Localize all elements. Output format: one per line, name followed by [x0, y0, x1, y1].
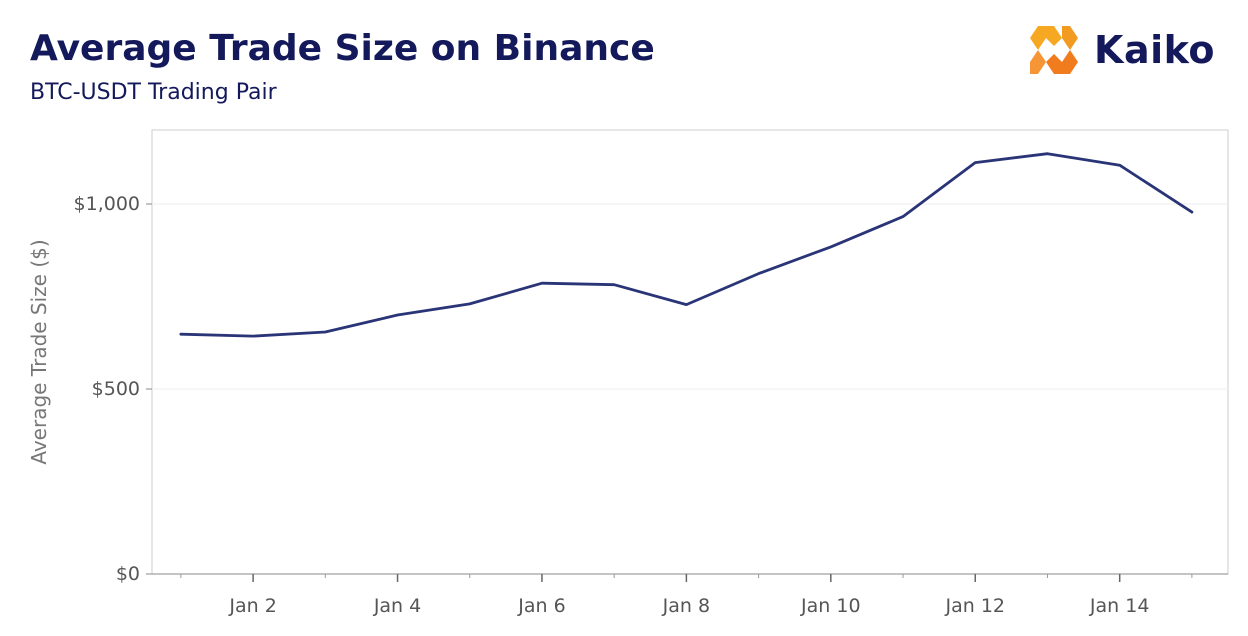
x-tick-label: Jan 4: [373, 595, 421, 617]
kaiko-logo: Kaiko: [1024, 20, 1234, 80]
data-point: [829, 245, 833, 249]
x-tick-label: Jan 8: [662, 595, 710, 617]
data-point: [1118, 163, 1121, 167]
series: [179, 152, 1194, 338]
data-point: [396, 313, 399, 317]
y-axis-title: Average Trade Size ($): [27, 239, 51, 464]
data-point: [757, 272, 760, 275]
x-tick-label: Jan 2: [228, 595, 276, 617]
x-tick-label: Jan 14: [1089, 595, 1150, 617]
data-point: [1046, 152, 1049, 155]
x-tick-label: Jan 10: [800, 595, 861, 617]
y-tick-label: $1,000: [74, 193, 140, 215]
x-tick-label: Jan 6: [517, 595, 565, 617]
chart-title: Average Trade Size on Binance: [30, 28, 655, 69]
chart-subtitle: BTC-USDT Trading Pair: [30, 80, 277, 105]
axes: $0 $500 $1,000 Jan 2 Jan 4 Jan 6 Jan 8 Jan 10 Ja…: [74, 193, 1228, 617]
data-point: [251, 334, 255, 338]
data-point: [612, 283, 616, 286]
y-tick-label: $500: [92, 378, 140, 400]
data-point: [468, 302, 471, 306]
kaiko-hexagon-icon: [1030, 26, 1078, 74]
gridlines: [152, 203, 1228, 390]
data-point: [1190, 210, 1194, 214]
data-point: [901, 215, 905, 218]
data-point: [685, 303, 688, 306]
data-point: [974, 161, 977, 164]
data-point: [179, 333, 183, 336]
y-tick-label: $0: [116, 563, 140, 585]
data-point: [324, 330, 327, 334]
series-line: [179, 152, 1194, 338]
logo-wordmark: Kaiko: [1094, 28, 1215, 72]
data-point: [540, 281, 544, 285]
plot-frame: [151, 129, 1229, 575]
x-tick-label: Jan 12: [944, 595, 1005, 617]
